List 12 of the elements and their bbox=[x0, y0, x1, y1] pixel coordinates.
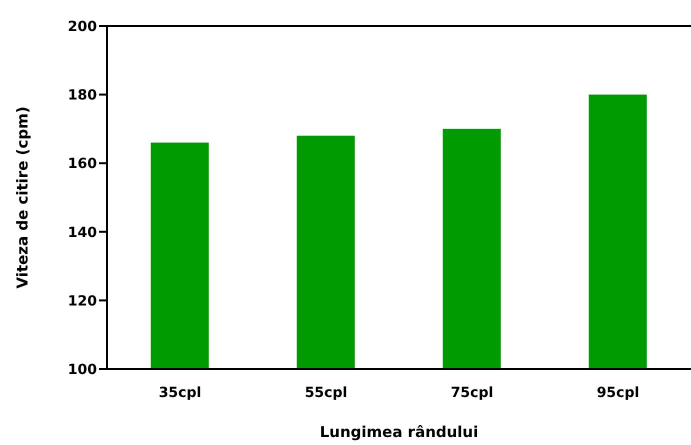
y-axis-title: Viteza de citire (cpm) bbox=[13, 106, 32, 289]
x-tick-label: 55cpl bbox=[304, 384, 348, 401]
y-tick-label: 120 bbox=[68, 293, 98, 310]
y-tick-label: 100 bbox=[68, 362, 98, 378]
y-tick-label: 140 bbox=[68, 224, 98, 241]
x-tick-label: 35cpl bbox=[158, 384, 202, 401]
y-tick-label: 200 bbox=[68, 18, 98, 35]
y-tick-label: 180 bbox=[68, 88, 98, 104]
x-tick-label: 75cpl bbox=[450, 384, 494, 401]
x-axis-title: Lungimea rândului bbox=[320, 423, 478, 441]
x-tick-label: 95cpl bbox=[596, 384, 640, 401]
y-tick-label: 160 bbox=[68, 156, 98, 172]
